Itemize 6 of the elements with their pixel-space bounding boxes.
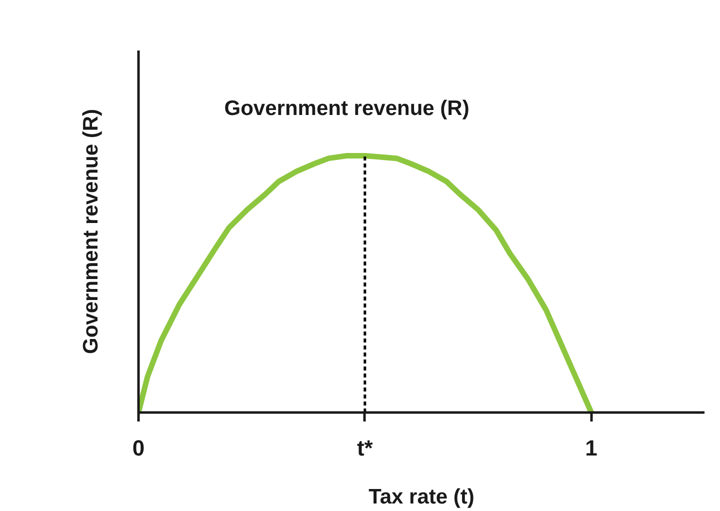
x-tick-label: 1 (585, 436, 598, 460)
y-axis-title: Government revenue (R) (80, 108, 102, 354)
x-tick-label: t* (356, 436, 374, 460)
x-tick-label: 0 (132, 436, 145, 460)
text: Government revenue (R) (224, 96, 470, 120)
x-axis-title: Tax rate (t) (368, 486, 474, 508)
